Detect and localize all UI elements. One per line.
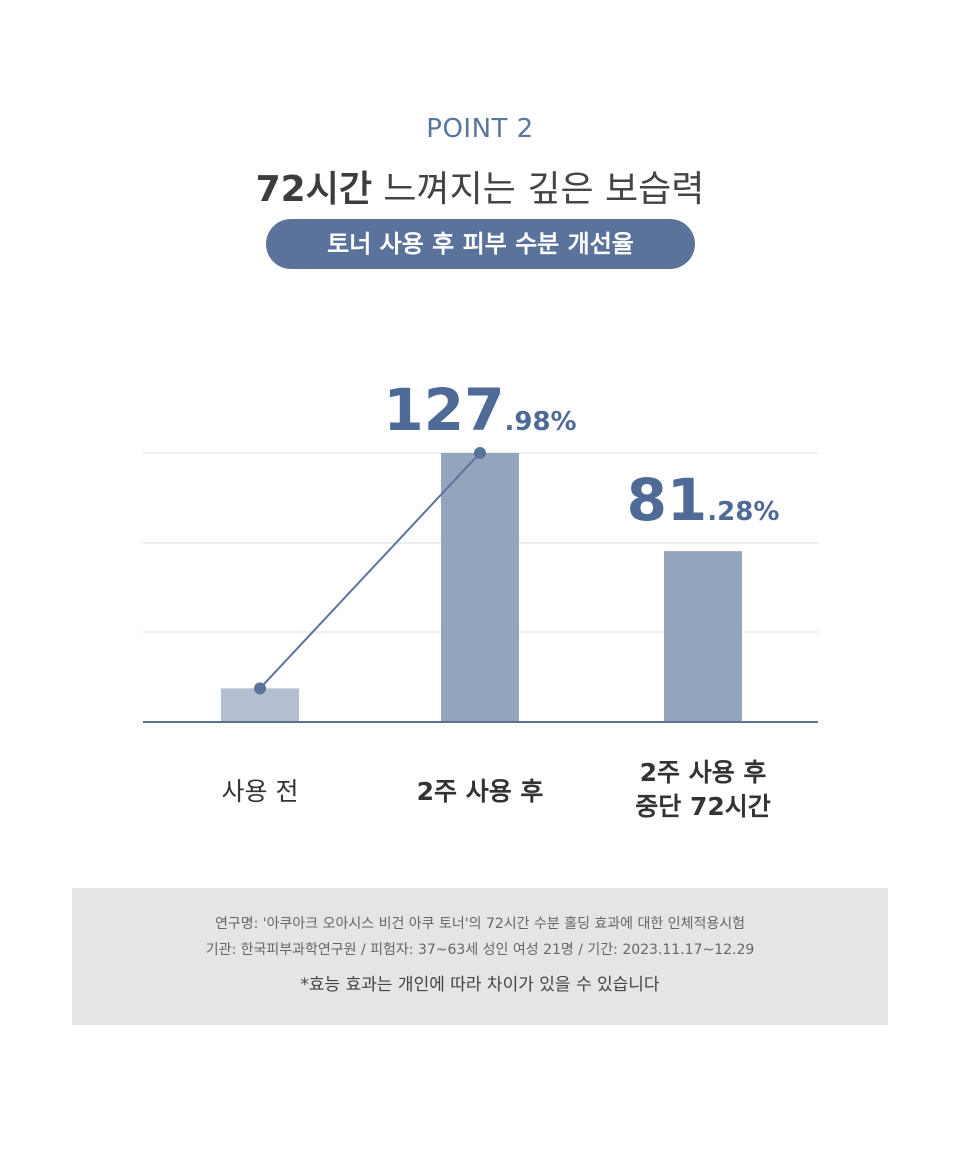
footnote-study: 연구명: '아쿠아크 오아시스 비건 아쿠 토너'의 72시간 수분 홀딩 효과… bbox=[215, 916, 745, 932]
value-label-1: 127.98% bbox=[383, 376, 576, 444]
x-label-0-line1: 사용 전 bbox=[221, 777, 299, 806]
bar-chart: 127.98% 81.28% bbox=[143, 376, 818, 723]
bar-2 bbox=[664, 551, 742, 722]
study-footnote: 연구명: '아쿠아크 오아시스 비건 아쿠 토너'의 72시간 수분 홀딩 효과… bbox=[72, 888, 888, 1025]
x-label-0: 사용 전 bbox=[140, 775, 380, 809]
x-label-1-line1: 2주 사용 후 bbox=[416, 777, 544, 806]
subtitle-pill: 토너 사용 후 피부 수분 개선율 bbox=[266, 219, 695, 269]
footnote-institution: 기관: 한국피부과학연구원 / 피험자: 37~63세 성인 여성 21명 / … bbox=[205, 942, 755, 958]
value-label-1-dec: .98% bbox=[504, 407, 576, 437]
x-label-2-line2: 중단 72시간 bbox=[635, 792, 771, 821]
bar-1 bbox=[441, 453, 519, 722]
x-label-1: 2주 사용 후 bbox=[360, 775, 600, 809]
value-label-2: 81.28% bbox=[627, 466, 780, 534]
page-title: 72시간 느껴지는 깊은 보습력 bbox=[0, 160, 960, 212]
trend-line bbox=[259, 452, 481, 690]
title-rest: 느껴지는 깊은 보습력 bbox=[371, 169, 705, 210]
trend-point-0 bbox=[254, 682, 266, 695]
value-label-2-dec: .28% bbox=[707, 497, 779, 527]
value-label-1-int: 127 bbox=[383, 376, 504, 444]
title-strong: 72시간 bbox=[255, 169, 372, 210]
x-label-2-line1: 2주 사용 후 bbox=[639, 758, 767, 787]
point-label: POINT 2 bbox=[426, 114, 534, 144]
x-label-2: 2주 사용 후 중단 72시간 bbox=[583, 756, 823, 824]
value-label-2-int: 81 bbox=[627, 466, 708, 534]
trend-point-1 bbox=[474, 447, 486, 459]
footnote-disclaimer: *효능 효과는 개인에 따라 차이가 있을 수 있습니다 bbox=[300, 975, 660, 995]
